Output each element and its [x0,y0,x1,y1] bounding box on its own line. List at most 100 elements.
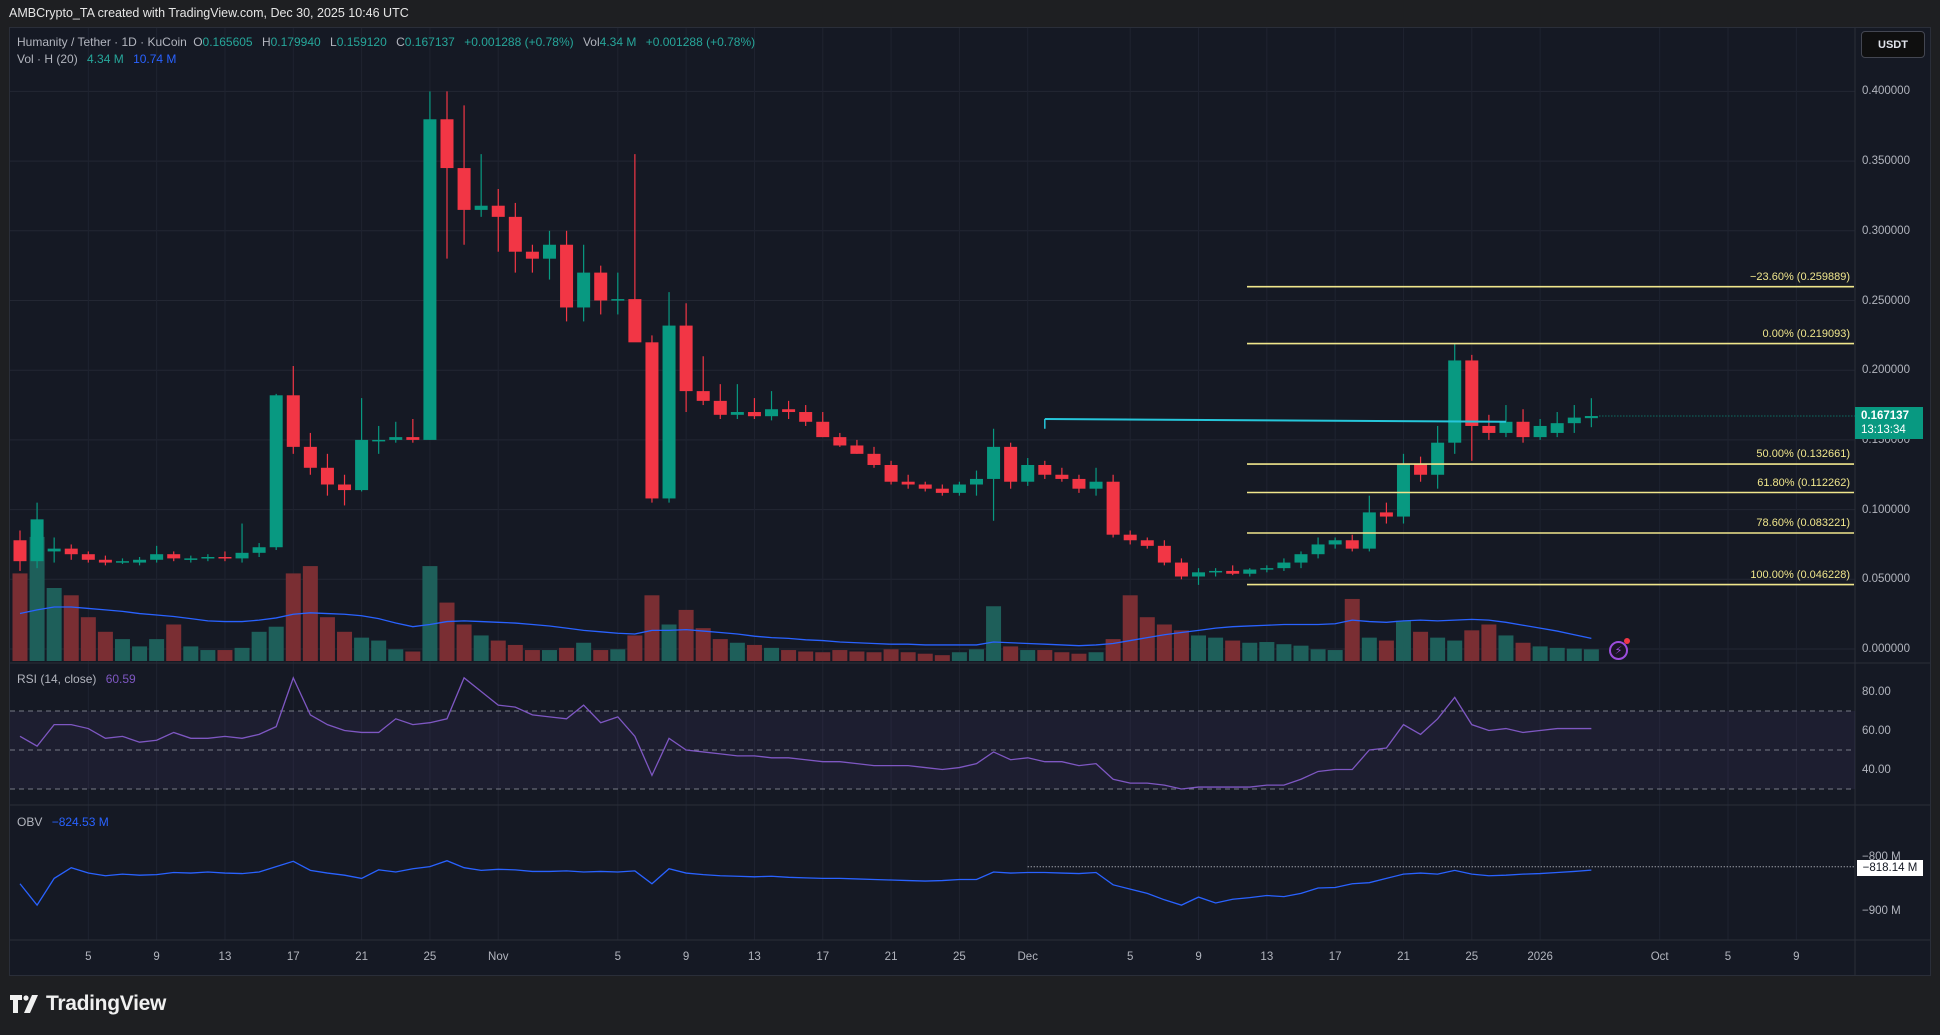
time-label: 25 [952,951,966,963]
candle-body [1431,442,1445,475]
candle-body [782,409,796,413]
volume-ma-value: 10.74 M [133,52,177,66]
volume-bar [849,651,865,661]
candle-body [423,119,437,440]
volume-bar [114,639,130,661]
volume-ma-label[interactable]: Vol · H (20) [17,52,78,66]
chart-frame[interactable] [9,27,1931,976]
obv-tick: −900 M [1862,904,1901,917]
candle-body [303,446,317,468]
volume-bar [1242,642,1258,661]
candle-body [115,561,129,563]
volume-bar [661,624,677,661]
candle-body [577,272,591,308]
candle-body [730,412,744,415]
candle-body [1072,478,1086,489]
volume-bar [1259,642,1275,661]
candle-body [1089,481,1103,489]
candle-body [1123,534,1137,541]
fib-level-label: 78.60% (0.083221) [1756,516,1850,529]
candle-body [713,400,727,415]
candle-body [1482,425,1496,433]
obv-label[interactable]: OBV [17,815,43,829]
rsi-tick: 40.00 [1862,763,1891,776]
candle-body [1055,474,1069,479]
volume-bar [371,640,387,661]
symbol-title[interactable]: Humanity / Tether · 1D · KuCoin [17,35,187,49]
volume-bar [1549,647,1565,661]
volume-bar [1583,649,1599,661]
candle-body [525,251,539,259]
volume-bar [1378,640,1394,661]
price-tick: 0.050000 [1862,573,1910,586]
volume-bar [456,624,472,661]
fib-level-label: −23.60% (0.259889) [1750,270,1850,283]
volume-bar [1566,648,1582,661]
candle-body [1140,540,1154,546]
candle-body [987,446,1001,479]
candle-body [1567,417,1581,424]
candle-body [765,409,779,417]
volume-bar [1071,653,1087,661]
candle-body [150,554,164,560]
time-label: 17 [816,951,830,963]
volume-bar [183,646,199,661]
price-tick: 0.350000 [1862,155,1910,168]
candle-body [389,437,403,440]
candle-body [1106,481,1120,535]
candle-body [833,437,847,446]
time-label: 5 [85,951,92,963]
candle-body [1550,423,1564,433]
chart-attribution: AMBCrypto_TA created with TradingView.co… [9,6,409,20]
volume-bar [507,644,523,661]
volume-bar [234,647,250,661]
candle-body [286,395,300,447]
volume-bar [559,647,575,661]
rsi-value: 60.59 [105,672,136,686]
alert-lightning-icon[interactable]: ⚡ [1609,641,1628,660]
price-tick: 0.200000 [1862,364,1910,377]
volume-bar [132,646,148,661]
current-price-tag: 0.167137 13:13:34 [1855,407,1923,439]
volume-bar [951,652,967,661]
volume-bar [917,653,933,661]
candle-body [1260,568,1274,570]
volume-bar [883,649,899,661]
candle-body [355,439,369,491]
obv-value: −824.53 M [51,815,109,829]
time-label: Dec [1017,951,1038,963]
candle-body [235,552,249,559]
volume-bar [354,637,370,661]
ohlc-legend: Humanity / Tether · 1D · KuCoin O0.16560… [17,35,756,49]
rsi-tick: 60.00 [1862,724,1891,737]
volume-bar [866,652,882,661]
volume-bar [832,650,848,661]
candle-body [184,558,198,560]
candle-body [884,464,898,482]
volume-legend: Vol · H (20) 4.34 M 10.74 M [17,52,179,66]
volume-bar [712,639,728,661]
current-price: 0.167137 [1861,410,1909,422]
rsi-tick: 80.00 [1862,685,1891,698]
volume-bar [302,566,318,661]
obv-current-tag: −818.14 M [1857,860,1923,876]
candle-body [1004,446,1018,482]
volume-bar [1139,617,1155,661]
candle-body [816,421,830,438]
candle-body [918,484,932,489]
time-label: 5 [1126,951,1134,963]
volume-bar [1413,631,1429,661]
time-label: 9 [153,951,160,963]
volume-bar [541,650,557,661]
rsi-label[interactable]: RSI (14, close) [17,672,97,686]
candle-body [372,439,386,442]
volume-bar [934,655,950,661]
time-label: 13 [748,951,761,963]
candle-body [406,437,420,440]
candle-body [1157,545,1171,563]
currency-button[interactable]: USDT [1861,31,1925,58]
rsi-legend: RSI (14, close) 60.59 [17,672,139,686]
time-label: 25 [1465,951,1479,963]
candle-body [1533,425,1547,438]
